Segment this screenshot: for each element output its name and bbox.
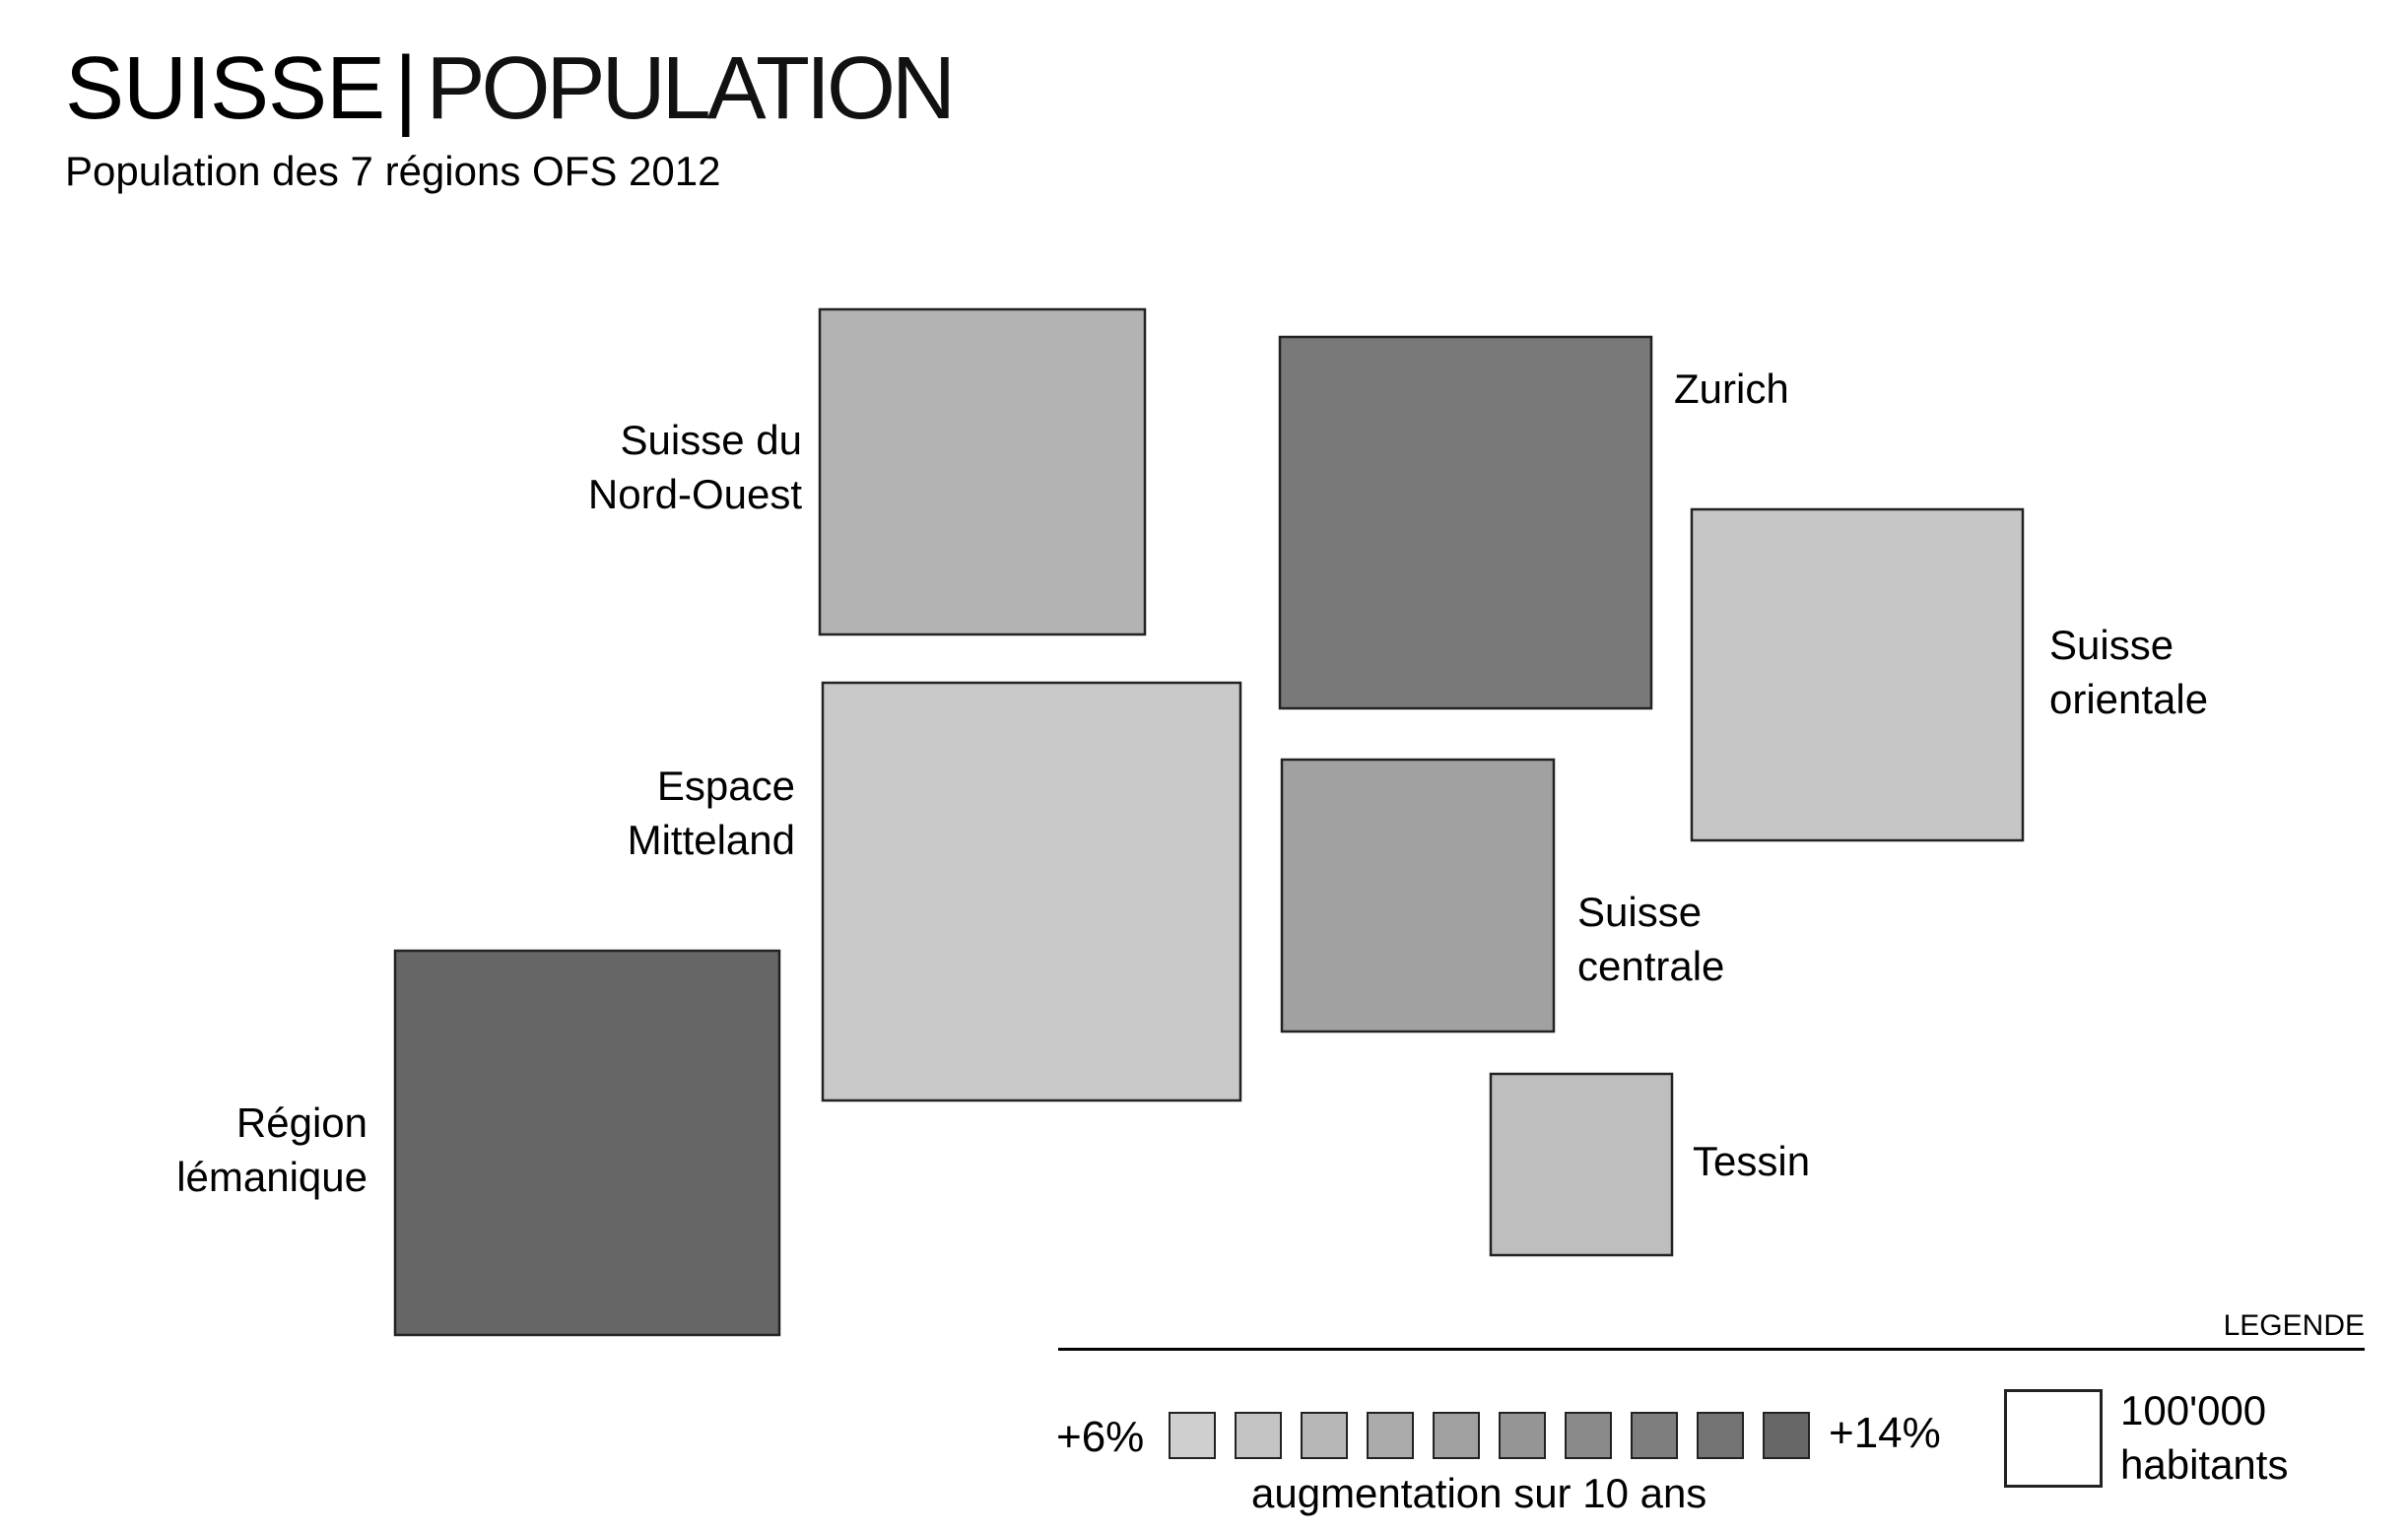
unit-label-line: 100'000 xyxy=(2120,1387,2267,1433)
unit-label: 100'000 habitants xyxy=(2120,1383,2288,1492)
unit-reference-square xyxy=(2004,1389,2103,1488)
page-title: SUISSE | POPULATION xyxy=(65,39,956,138)
title-main: SUISSE xyxy=(65,39,385,138)
region-label-line: Région xyxy=(235,1099,368,1146)
region-square-orientale xyxy=(1690,507,2025,842)
scale-swatch xyxy=(1631,1412,1678,1459)
region-square-centrale xyxy=(1280,758,1556,1033)
scale-swatch xyxy=(1697,1412,1744,1459)
region-label-line: Zurich xyxy=(1674,366,1789,412)
title-secondary: POPULATION xyxy=(426,39,956,138)
region-label-line: Espace xyxy=(656,763,795,809)
region-label-line: lémanique xyxy=(176,1154,368,1200)
scale-low-label: +6% xyxy=(1056,1413,1145,1461)
scale-swatch xyxy=(1763,1412,1810,1459)
unit-label-line: habitants xyxy=(2120,1441,2289,1488)
region-label-lemanique: Région lémanique xyxy=(176,1096,368,1204)
scale-high-label: +14% xyxy=(1829,1409,1941,1457)
legend-title: LEGENDE xyxy=(2223,1309,2365,1342)
region-label-orientale: Suisse orientale xyxy=(2049,618,2208,726)
region-label-line: centrale xyxy=(1577,943,1725,989)
region-label-line: Suisse du xyxy=(620,417,802,463)
scale-caption: augmentation sur 10 ans xyxy=(1251,1470,1707,1516)
region-label-centrale: Suisse centrale xyxy=(1577,885,1724,993)
region-label-zurich: Zurich xyxy=(1674,362,1789,416)
region-label-mitteland: Espace Mitteland xyxy=(628,759,795,867)
page-subtitle: Population des 7 régions OFS 2012 xyxy=(65,148,721,194)
region-label-tessin: Tessin xyxy=(1693,1134,1810,1188)
region-label-line: orientale xyxy=(2049,676,2209,722)
scale-swatch xyxy=(1367,1412,1414,1459)
scale-swatch xyxy=(1565,1412,1612,1459)
scale-swatch xyxy=(1301,1412,1348,1459)
region-label-line: Mitteland xyxy=(627,817,795,863)
scale-swatch xyxy=(1169,1412,1216,1459)
region-square-lemanique xyxy=(393,949,781,1337)
region-square-mitteland xyxy=(821,681,1242,1102)
region-square-tessin xyxy=(1489,1072,1674,1257)
region-label-line: Tessin xyxy=(1693,1138,1811,1184)
scale-swatch xyxy=(1235,1412,1282,1459)
title-separator: | xyxy=(394,39,417,138)
scale-swatch xyxy=(1499,1412,1546,1459)
region-square-zurich xyxy=(1278,335,1653,710)
region-label-line: Suisse xyxy=(2049,622,2174,668)
region-label-line: Nord-Ouest xyxy=(587,471,802,517)
region-label-line: Suisse xyxy=(1577,889,1703,935)
region-square-nord-ouest xyxy=(818,307,1147,636)
scale-swatch xyxy=(1433,1412,1480,1459)
region-label-nord-ouest: Suisse du Nord-Ouest xyxy=(588,413,802,521)
legend-divider xyxy=(1058,1348,2365,1351)
